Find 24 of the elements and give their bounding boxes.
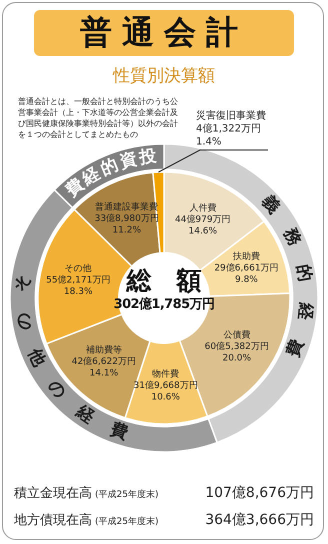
data-label: 29億6,661万円 9.8% (214, 262, 279, 286)
data-label: 55億2,171万円 18.3% (46, 274, 110, 298)
data-label: 4億1,322万円 1.4% (196, 122, 261, 148)
data-label: 42億6,622万円 14.1% (72, 356, 136, 379)
chart-title: 普通会計 (80, 12, 248, 53)
text: 総 額 (126, 266, 202, 295)
slice-label: 災害復旧事業費 (196, 110, 266, 122)
slice-label: 投資的経費 (61, 146, 159, 202)
slice-label: 公債費 (223, 330, 250, 341)
slice-label: 扶助費 (232, 251, 260, 262)
text: 地方債現在高 (14, 512, 92, 529)
text: 普通会計とは、一般会計と特別会計のうち公営事業会計（上・下水道等の公営企業会計及び国民健康保険事業特別会計等）以外の会計を１つの会計としてまとめたもの (18, 96, 179, 140)
text: (平成25年度末) (95, 488, 158, 501)
slice-label: 物件費 (152, 368, 180, 380)
slice-label: その他 (64, 263, 92, 274)
data-label: 60億5,382万円 20.0% (204, 341, 269, 364)
chart-subtitle: 性質別決算額 (112, 65, 216, 87)
slice-label: 人件費 (189, 202, 216, 214)
text: (平成25年度末) (95, 516, 158, 528)
text: 積立金現在高 (14, 485, 92, 502)
text: 107億8,676万円 (205, 484, 314, 502)
data-label: 44億979万円 14.6% (174, 214, 231, 236)
slice-label: 補助費等 (86, 344, 122, 356)
text: 364億3,666万円 (205, 511, 314, 529)
